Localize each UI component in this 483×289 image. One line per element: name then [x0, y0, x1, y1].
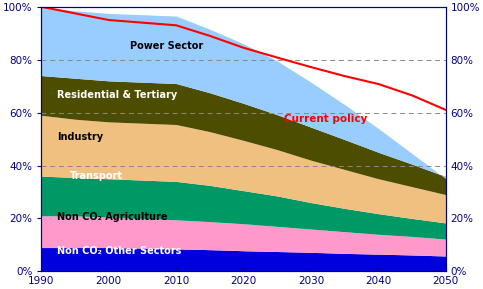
Text: Transport: Transport [70, 171, 123, 181]
Text: Non CO₂ Agriculture: Non CO₂ Agriculture [57, 212, 168, 222]
Text: Current policy: Current policy [284, 114, 368, 124]
Text: Non CO₂ Other Sectors: Non CO₂ Other Sectors [57, 246, 182, 256]
Text: Residential & Tertiary: Residential & Tertiary [57, 90, 178, 100]
Text: Industry: Industry [57, 132, 104, 142]
Text: Power Sector: Power Sector [130, 41, 203, 51]
